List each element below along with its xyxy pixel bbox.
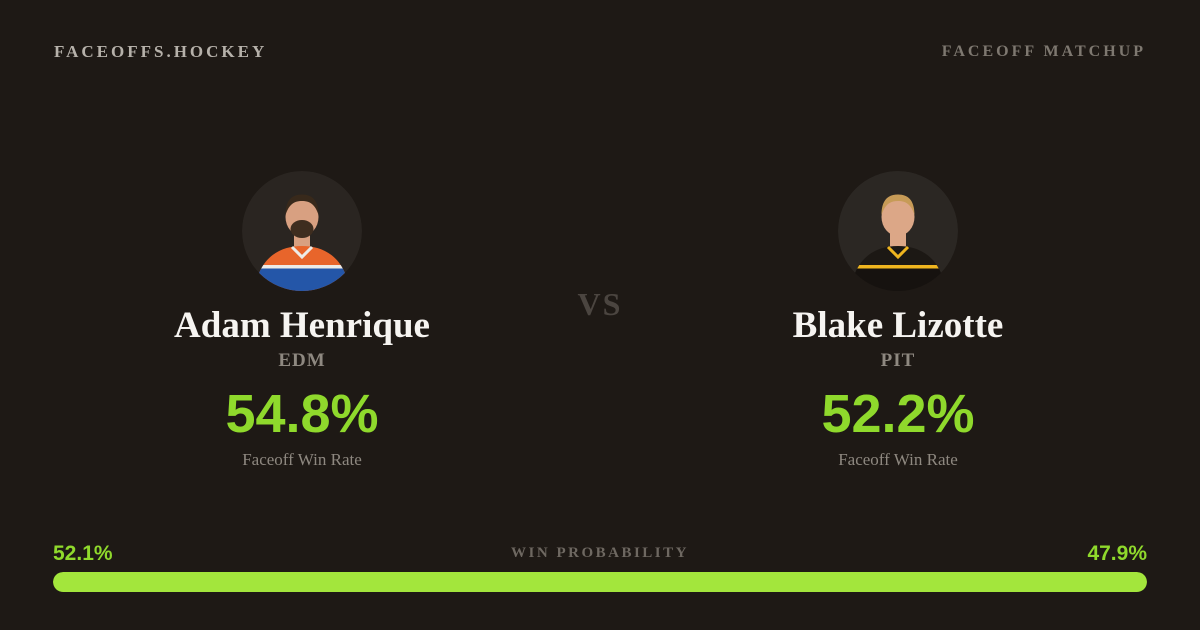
player-team: EDM — [278, 350, 326, 371]
player-name: Adam Henrique — [174, 305, 430, 346]
player-name: Blake Lizotte — [792, 305, 1004, 346]
player-avatar-photo-icon — [838, 171, 958, 291]
win-probability-bar-fill — [53, 572, 1147, 592]
faceoff-win-rate-value: 54.8% — [225, 384, 379, 444]
faceoff-win-rate-label: Faceoff Win Rate — [242, 450, 362, 469]
player-avatar-photo-icon — [242, 171, 362, 291]
player-card-right: Blake Lizotte PIT 52.2% Faceoff Win Rate — [678, 171, 1118, 468]
win-probability-label: WIN PROBABILITY — [511, 545, 689, 561]
faceoff-win-rate-value: 52.2% — [821, 384, 975, 444]
win-probability-left-value: 52.1% — [53, 542, 113, 565]
brand-logo-text: FACEOFFS.HOCKEY — [54, 42, 268, 61]
page-type-label: FACEOFF MATCHUP — [941, 43, 1146, 60]
win-probability-right-value: 47.9% — [1087, 542, 1147, 565]
player-card-left: Adam Henrique EDM 54.8% Faceoff Win Rate — [82, 171, 522, 468]
vs-label: VS — [577, 286, 623, 322]
player-team: PIT — [880, 350, 916, 371]
win-probability-bar — [53, 572, 1147, 592]
faceoff-win-rate-label: Faceoff Win Rate — [838, 450, 958, 469]
header: FACEOFFS.HOCKEY FACEOFF MATCHUP — [54, 42, 1146, 62]
win-probability-section: 52.1% WIN PROBABILITY 47.9% — [53, 543, 1147, 592]
win-probability-row: 52.1% WIN PROBABILITY 47.9% — [53, 543, 1147, 564]
